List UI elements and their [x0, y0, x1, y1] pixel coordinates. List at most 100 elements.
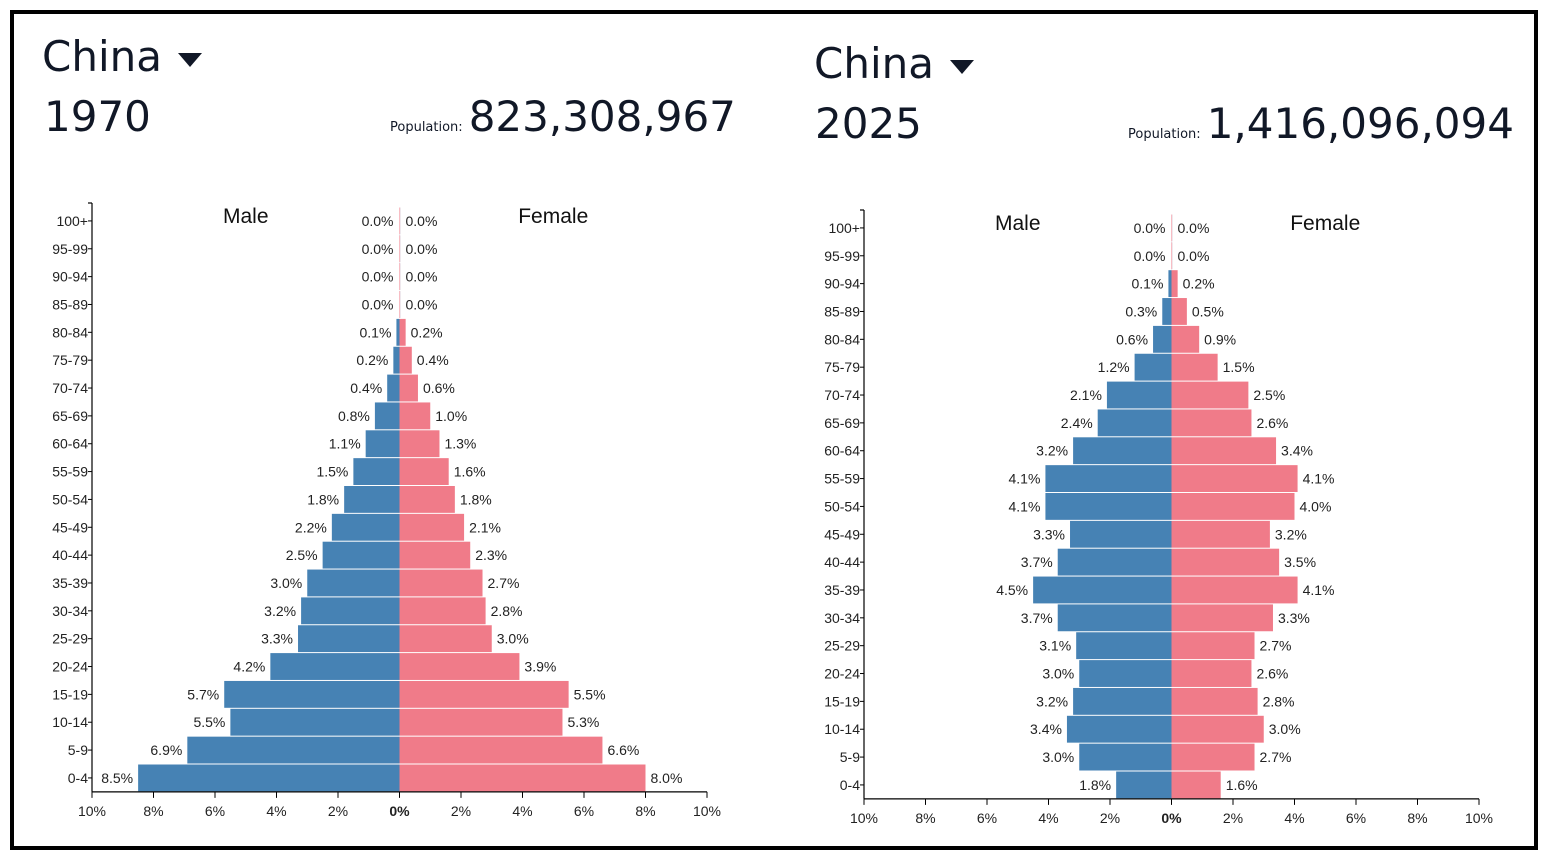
year-label-right: 2025	[815, 99, 922, 148]
male-value-label: 5.7%	[187, 686, 219, 702]
male-bar	[1076, 632, 1172, 660]
female-bar	[1171, 325, 1200, 353]
x-tick-label: 6%	[574, 803, 594, 819]
age-group-label: 90-94	[52, 269, 88, 285]
female-value-label: 1.6%	[454, 464, 486, 480]
female-value-label: 4.1%	[1303, 582, 1335, 598]
population-right: Population: 1,416,096,094	[1128, 99, 1514, 148]
age-group-label: 20-24	[824, 666, 860, 682]
x-tick-label: 6%	[205, 803, 225, 819]
female-bar	[399, 291, 401, 318]
male-bar	[1070, 520, 1172, 548]
female-bar	[1171, 520, 1270, 548]
x-tick-label: 8%	[915, 810, 935, 826]
age-group-label: 10-14	[824, 721, 860, 737]
age-group-label: 85-89	[824, 303, 860, 319]
female-value-label: 4.0%	[1300, 498, 1332, 514]
male-bar	[1153, 325, 1172, 353]
male-value-label: 1.8%	[307, 491, 339, 507]
population-pyramid-1970: Male Female 0.0% 0.0% 100+ 0.0% 0.0% 95-99 0.0% 0…	[52, 202, 721, 819]
female-value-label: 0.6%	[423, 380, 455, 396]
male-value-label: 4.1%	[1009, 471, 1041, 487]
x-tick-label: 8%	[635, 803, 655, 819]
female-bar	[1171, 743, 1255, 771]
female-bar	[399, 263, 401, 291]
female-value-label: 3.4%	[1281, 443, 1313, 459]
female-value-label: 0.0%	[1178, 220, 1210, 236]
age-group-label: 60-64	[52, 436, 88, 452]
male-header: Male	[223, 205, 269, 228]
female-bar	[1171, 270, 1178, 298]
male-value-label: 6.9%	[150, 742, 182, 758]
female-bar	[399, 513, 465, 541]
female-bar	[1171, 771, 1221, 799]
age-group-label: 35-39	[52, 575, 88, 591]
x-tick-label: 10%	[1465, 810, 1493, 826]
female-value-label: 1.3%	[444, 436, 476, 452]
age-group-label: 0-4	[68, 770, 88, 786]
male-bar	[387, 374, 400, 402]
female-value-label: 2.3%	[475, 547, 507, 563]
female-value-label: 5.5%	[574, 686, 606, 702]
female-value-label: 0.5%	[1192, 303, 1224, 319]
female-value-label: 6.6%	[607, 742, 639, 758]
x-tick-label: 8%	[143, 803, 163, 819]
age-group-label: 30-34	[52, 603, 88, 619]
female-bar	[1171, 548, 1280, 576]
male-bar	[307, 569, 400, 597]
female-bar	[1171, 409, 1252, 437]
country-selector-right[interactable]: China	[814, 39, 974, 88]
population-label: Population:	[390, 120, 463, 135]
male-bar	[1168, 270, 1172, 298]
age-group-label: 55-59	[52, 464, 88, 480]
country-name: China	[814, 39, 934, 88]
female-bar	[1171, 437, 1277, 465]
female-bar	[1171, 632, 1255, 660]
age-group-label: 60-64	[824, 443, 860, 459]
male-value-label: 1.5%	[316, 464, 348, 480]
female-bar	[1171, 687, 1258, 715]
caret-down-icon[interactable]	[949, 59, 974, 74]
female-value-label: 0.2%	[411, 324, 443, 340]
male-bar	[138, 764, 400, 792]
age-group-label: 50-54	[52, 491, 88, 507]
female-bar	[399, 569, 483, 597]
x-tick-label: 6%	[977, 810, 997, 826]
female-value-label: 2.7%	[488, 575, 520, 591]
female-value-label: 0.0%	[1178, 248, 1210, 264]
age-group-label: 40-44	[52, 547, 88, 563]
age-group-label: 5-9	[840, 749, 860, 765]
male-bar	[1066, 715, 1172, 743]
female-value-label: 0.0%	[406, 241, 438, 257]
female-value-label: 2.5%	[1253, 387, 1285, 403]
male-value-label: 8.5%	[101, 770, 133, 786]
age-group-label: 100+	[56, 213, 88, 229]
x-tick-label: 6%	[1346, 810, 1366, 826]
age-group-label: 25-29	[824, 638, 860, 654]
male-bar	[1033, 576, 1172, 604]
country-selector-left[interactable]: China	[42, 32, 202, 81]
female-value-label: 3.2%	[1275, 526, 1307, 542]
male-bar	[1097, 409, 1172, 437]
male-bar	[331, 513, 400, 541]
x-tick-label: 2%	[1223, 810, 1243, 826]
age-group-label: 100+	[828, 220, 860, 236]
male-bar	[374, 402, 400, 430]
male-value-label: 4.2%	[233, 659, 265, 675]
male-bar	[301, 597, 400, 625]
female-bar	[1171, 576, 1298, 604]
female-bar	[1171, 493, 1295, 520]
caret-down-icon[interactable]	[177, 52, 202, 67]
male-value-label: 3.0%	[1042, 749, 1074, 765]
population-pyramid-2025: Male Female 0.0% 0.0% 100+ 0.0% 0.0% 95-99 0.1% 0…	[824, 209, 1493, 826]
female-bar	[1171, 715, 1264, 743]
male-bar	[1079, 660, 1172, 687]
male-bar	[1106, 381, 1172, 409]
population-label: Population:	[1128, 127, 1201, 142]
female-value-label: 1.8%	[460, 491, 492, 507]
female-value-label: 4.1%	[1303, 471, 1335, 487]
female-value-label: 1.0%	[435, 408, 467, 424]
male-value-label: 0.0%	[362, 213, 394, 229]
age-group-label: 75-79	[824, 359, 860, 375]
female-value-label: 8.0%	[651, 770, 683, 786]
